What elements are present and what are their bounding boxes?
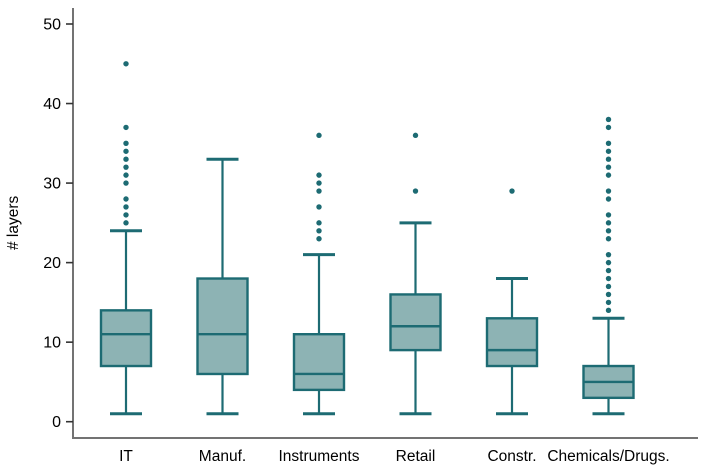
outlier-dot [605, 156, 612, 162]
outlier-dot [605, 196, 612, 202]
outlier-dot [316, 228, 322, 234]
y-tick-label: 0 [52, 414, 61, 431]
outlier-dot [316, 188, 322, 194]
outlier-dot [605, 228, 612, 234]
outlier-dot [605, 148, 612, 154]
iqr-box [292, 333, 346, 392]
outlier-dot [316, 204, 322, 210]
boxplot-4 [389, 132, 442, 416]
outlier-dot [123, 180, 129, 186]
x-category-label: IT [119, 448, 133, 465]
outlier-dot [605, 251, 612, 258]
outlier-dot [316, 236, 322, 242]
outlier-dot [605, 124, 612, 131]
outlier-dot [605, 299, 612, 306]
x-category-label: Instruments [279, 448, 360, 465]
iqr-box [196, 277, 249, 376]
x-category-label: Retail [396, 448, 436, 465]
boxplot-1 [99, 61, 153, 416]
outlier-dot [605, 220, 612, 226]
boxplot-6 [582, 116, 635, 416]
outlier-dot [605, 140, 612, 147]
outlier-dot [123, 220, 129, 226]
outlier-dot [605, 164, 612, 170]
x-category-label: Chemicals/Drugs. [547, 448, 669, 465]
outlier-dot [605, 172, 612, 178]
boxplot-5 [485, 188, 539, 416]
outlier-dot [412, 188, 419, 194]
y-tick-label: 30 [43, 176, 61, 193]
outlier-dot [412, 132, 419, 139]
x-category-label: Constr. [487, 448, 536, 465]
outlier-dot [123, 148, 129, 154]
outlier-dot [123, 124, 129, 131]
iqr-box [389, 293, 442, 352]
outlier-dot [316, 220, 322, 226]
outlier-dot [123, 204, 129, 210]
iqr-box [99, 309, 153, 368]
y-tick-label: 50 [43, 17, 61, 34]
outlier-dot [316, 172, 322, 178]
boxplot-2 [196, 157, 249, 416]
iqr-box [485, 317, 539, 368]
outlier-dot [605, 259, 612, 266]
x-category-label: Manuf. [199, 448, 246, 465]
outlier-dot [123, 156, 129, 162]
y-tick-label: 20 [43, 255, 61, 272]
outlier-dot [605, 307, 612, 314]
outlier-dot [605, 116, 612, 123]
y-tick-label: 40 [43, 96, 61, 113]
outlier-dot [605, 188, 612, 194]
y-axis-title: # layers [5, 195, 22, 250]
outlier-dot [316, 180, 322, 186]
outlier-dot [605, 212, 612, 218]
outlier-dot [509, 188, 515, 194]
y-tick-label: 10 [43, 335, 61, 352]
boxplot-3 [292, 132, 346, 416]
outlier-dot [605, 275, 612, 282]
outlier-dot [316, 132, 322, 139]
outlier-dot [123, 140, 129, 147]
outlier-dot [123, 61, 129, 67]
outlier-dot [123, 212, 129, 218]
outlier-dot [605, 291, 612, 298]
outlier-dot [123, 196, 129, 202]
outlier-dot [605, 267, 612, 274]
outlier-dot [605, 236, 612, 242]
outlier-dot [605, 283, 612, 290]
outlier-dot [123, 172, 129, 178]
outlier-dot [123, 164, 129, 170]
